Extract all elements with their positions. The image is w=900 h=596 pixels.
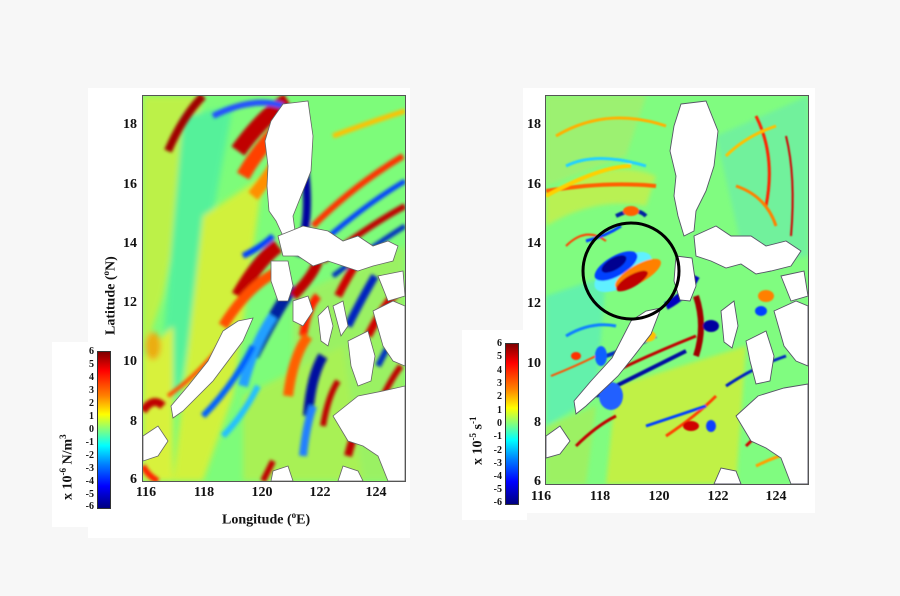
left-ytick: 12	[123, 295, 137, 310]
left-xtick: 122	[309, 485, 331, 500]
right-ytick: 6	[534, 474, 541, 489]
right-xtick: 120	[648, 489, 670, 504]
left-xtick: 124	[365, 485, 387, 500]
left-ytick: 16	[123, 177, 137, 192]
right-xtick: 116	[530, 489, 552, 504]
right-ytick: 12	[527, 296, 541, 311]
right-xtick: 118	[589, 489, 611, 504]
wind-stress-curl-field	[143, 96, 405, 481]
left-ytick: 8	[130, 414, 137, 429]
right-ytick: 16	[527, 177, 541, 192]
right-xtick: 124	[765, 489, 787, 504]
left-ylabel: Latitude (oN)	[101, 256, 119, 335]
left-ytick: 6	[130, 472, 137, 487]
right-map-plot	[545, 95, 809, 485]
right-ytick: 14	[527, 236, 541, 251]
left-ytick: 18	[123, 117, 137, 132]
left-ytick: 14	[123, 236, 137, 251]
eddy-highlight-circle	[581, 221, 681, 321]
right-ytick: 10	[527, 356, 541, 371]
left-xtick: 120	[251, 485, 273, 500]
right-xtick: 122	[707, 489, 729, 504]
left-xlabel: Longitude (oE)	[222, 510, 311, 528]
right-colorbar	[505, 343, 519, 505]
right-colorbar-label: x 10-5 s-1	[468, 416, 486, 465]
left-xtick: 116	[135, 485, 157, 500]
left-map-plot	[142, 95, 406, 482]
right-ytick: 8	[534, 415, 541, 430]
left-colorbar	[97, 351, 111, 509]
left-colorbar-label: x 10-6 N/m3	[58, 434, 76, 500]
left-xtick: 118	[193, 485, 215, 500]
right-ytick: 18	[527, 117, 541, 132]
ocean-vorticity-field	[546, 96, 808, 484]
left-ytick: 10	[123, 354, 137, 369]
